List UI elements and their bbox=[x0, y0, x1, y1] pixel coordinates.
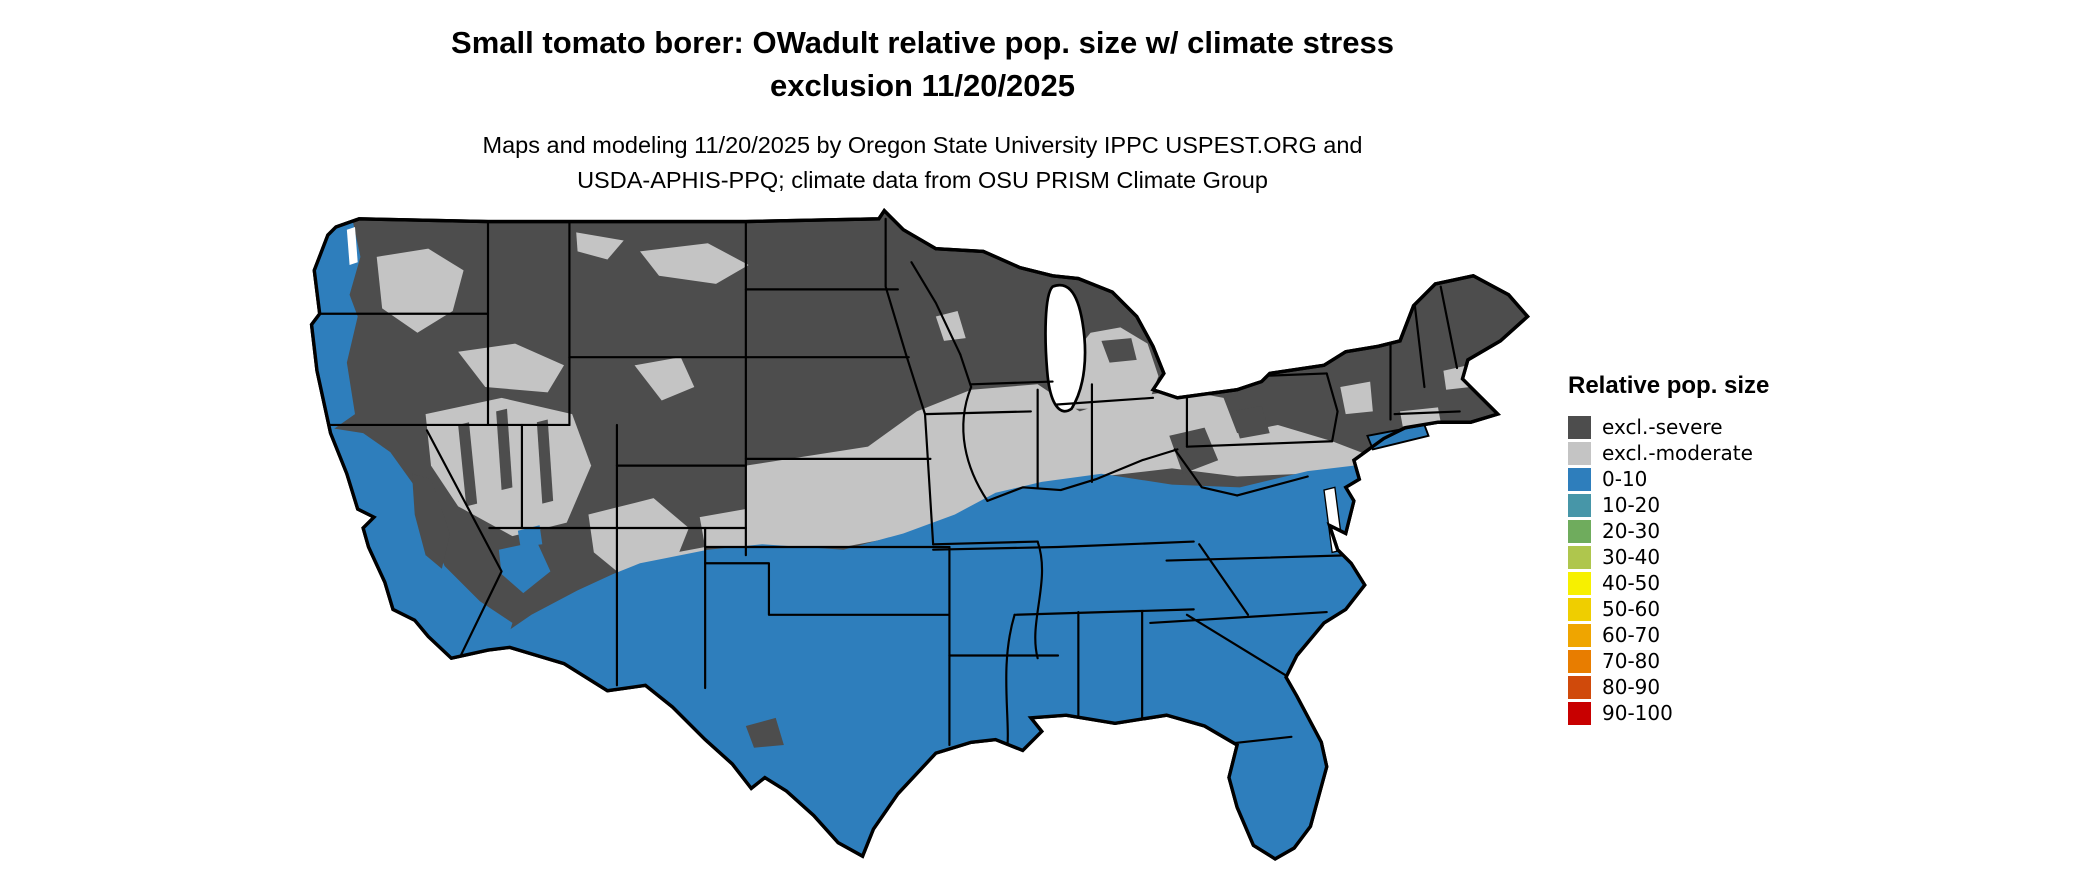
legend-color-swatch bbox=[1568, 623, 1591, 647]
us-choropleth-map bbox=[298, 208, 1533, 886]
legend-row: 50-60 bbox=[1568, 596, 1868, 622]
legend-row-label: 80-90 bbox=[1602, 675, 1661, 699]
map-title-line1: Small tomato borer: OWadult relative pop… bbox=[451, 25, 1394, 60]
legend-color-swatch bbox=[1568, 441, 1591, 465]
us-map-svg bbox=[309, 209, 1530, 861]
legend-row: 20-30 bbox=[1568, 518, 1868, 544]
legend-color-swatch bbox=[1568, 597, 1591, 621]
legend-row-label: 10-20 bbox=[1602, 493, 1661, 517]
legend-row: 0-10 bbox=[1568, 466, 1868, 492]
state-borders bbox=[311, 217, 1461, 785]
legend-row: 90-100 bbox=[1568, 700, 1868, 726]
legend-row: 10-20 bbox=[1568, 492, 1868, 518]
legend-color-swatch bbox=[1568, 571, 1591, 595]
legend-row-label: 40-50 bbox=[1602, 571, 1661, 595]
legend-row-label: excl.-severe bbox=[1602, 415, 1723, 439]
legend-title: Relative pop. size bbox=[1568, 372, 1770, 399]
legend-color-swatch bbox=[1568, 467, 1591, 491]
legend-row-label: 20-30 bbox=[1602, 519, 1661, 543]
legend-color-swatch bbox=[1568, 545, 1591, 569]
legend-row: 70-80 bbox=[1568, 648, 1868, 674]
legend-color-swatch bbox=[1568, 701, 1591, 725]
legend-color-swatch bbox=[1568, 493, 1591, 517]
region-excl-moderate bbox=[376, 232, 1471, 813]
lake-michigan bbox=[1044, 283, 1087, 413]
map-subtitle-line2: USDA-APHIS-PPQ; climate data from OSU PR… bbox=[577, 166, 1268, 193]
legend-row: excl.-moderate bbox=[1568, 440, 1868, 466]
legend-row-label: 90-100 bbox=[1602, 701, 1673, 725]
map-title-line2: exclusion 11/20/2025 bbox=[769, 67, 1076, 103]
legend-row: excl.-severe bbox=[1568, 414, 1868, 440]
legend-row-label: 0-10 bbox=[1602, 467, 1648, 491]
legend-color-swatch bbox=[1568, 649, 1591, 673]
legend-color-swatch bbox=[1568, 415, 1591, 439]
legend-row-label: excl.-moderate bbox=[1602, 441, 1753, 465]
legend-row-label: 30-40 bbox=[1602, 545, 1661, 569]
region-excl-severe-patches bbox=[412, 338, 1270, 748]
legend-row-label: 60-70 bbox=[1602, 623, 1661, 647]
legend: Relative pop. size excl.-severe excl.-mo… bbox=[1568, 372, 1868, 726]
header: Small tomato borer: OWadult relative pop… bbox=[0, 22, 1845, 198]
legend-row-label: 50-60 bbox=[1602, 597, 1661, 621]
legend-row: 30-40 bbox=[1568, 544, 1868, 570]
legend-row: 60-70 bbox=[1568, 622, 1868, 648]
legend-row-label: 70-80 bbox=[1602, 649, 1661, 673]
legend-rows: excl.-severe excl.-moderate 0-10 10-20 2… bbox=[1568, 414, 1868, 726]
map-subtitle: Maps and modeling 11/20/2025 by Oregon S… bbox=[0, 128, 1845, 199]
map-subtitle-line1: Maps and modeling 11/20/2025 by Oregon S… bbox=[482, 131, 1363, 158]
legend-row: 80-90 bbox=[1568, 674, 1868, 700]
legend-color-swatch bbox=[1568, 519, 1591, 543]
legend-color-swatch bbox=[1568, 675, 1591, 699]
legend-row: 40-50 bbox=[1568, 570, 1868, 596]
puget-sound bbox=[346, 226, 358, 265]
